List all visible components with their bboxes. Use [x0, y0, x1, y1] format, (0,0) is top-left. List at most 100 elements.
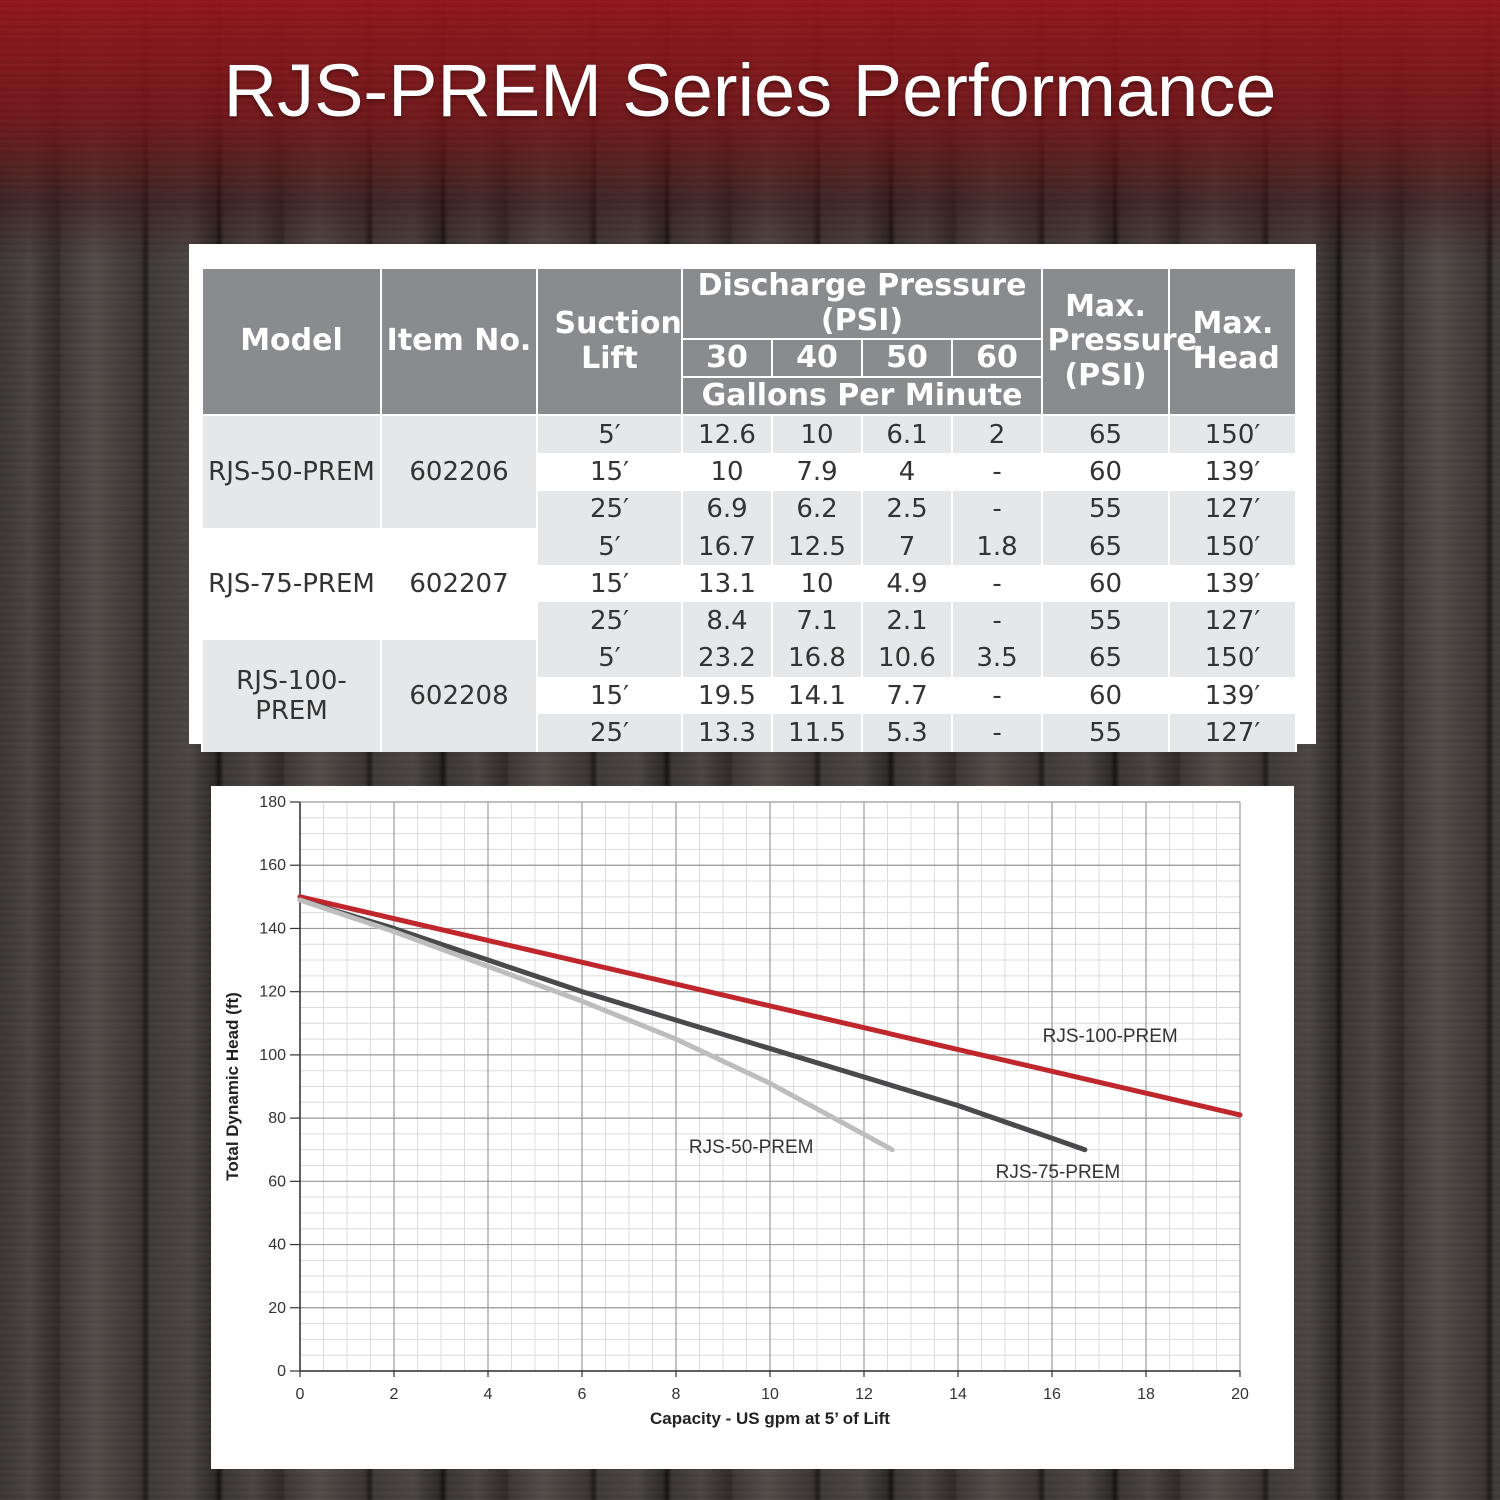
cell-max-head: 139′	[1168, 453, 1298, 491]
header-max-head: Max. Head	[1168, 267, 1298, 416]
series-label: RJS-50-PREM	[689, 1137, 814, 1158]
cell-p60: -	[950, 677, 1044, 715]
x-tick-label: 6	[578, 1386, 587, 1403]
cell-p60: -	[950, 565, 1044, 603]
cell-p30: 16.7	[681, 527, 773, 566]
x-tick-label: 4	[484, 1386, 493, 1403]
cell-p30: 12.6	[681, 415, 773, 454]
cell-lift: 15′	[536, 453, 683, 491]
model-cell: RJS-75-PREM	[201, 527, 382, 640]
cell-max-pressure: 65	[1041, 639, 1171, 678]
cell-max-head: 127′	[1168, 602, 1298, 640]
header-suction-lift-text: Suction Lift	[554, 306, 682, 376]
cell-p40: 7.1	[771, 602, 863, 640]
cell-p40: 7.9	[771, 453, 863, 491]
header-max-pressure: Max. Pressure (PSI)	[1041, 267, 1197, 416]
table-row: RJS-50-PREM 602206 5′ 12.6 10 6.1 2 65 150′	[201, 415, 1298, 528]
performance-table-card: Model Item No. Suction Lift Discharge Pr…	[189, 244, 1316, 752]
cell-p40: 6.2	[771, 490, 863, 528]
cell-max-head: 150′	[1168, 639, 1298, 678]
header-pressure-50: 50	[861, 338, 953, 378]
table-row: RJS-100-PREM 602208 5′ 23.2 16.8 10.6 3.5 65 150…	[201, 639, 1298, 752]
cell-lift: 5′	[536, 527, 683, 566]
cell-p30: 8.4	[681, 602, 773, 640]
y-tick-label: 120	[259, 984, 286, 1001]
y-tick-label: 180	[259, 794, 286, 811]
cell-p60: -	[950, 602, 1044, 640]
item-no-cell: 602208	[380, 639, 538, 752]
cell-p50: 7	[861, 527, 953, 566]
table-row: 25′ 8.4 7.1 2.1-55 127′	[202, 602, 1298, 640]
header-suction-lift: Suction Lift	[536, 267, 683, 416]
cell-lift: 15′	[536, 677, 683, 715]
header-max-head-text: Max. Head	[1192, 306, 1280, 376]
y-tick-label: 100	[259, 1047, 286, 1064]
cell-lift: 15′	[536, 565, 683, 603]
y-tick-label: 20	[268, 1300, 286, 1317]
item-no-cell: 602207	[380, 527, 538, 640]
cell-p30: 10	[681, 453, 773, 491]
cell-p50: 5.3	[861, 714, 953, 752]
cell-p50: 6.1	[861, 415, 953, 454]
cell-p60: 3.5	[950, 639, 1044, 678]
cell-lift: 25′	[536, 714, 683, 752]
cell-max-head: 127′	[1168, 490, 1298, 528]
header-item-no: Item No.	[380, 267, 538, 416]
table-row: 15′ 13.1 10 4.9-60 139′	[202, 565, 1298, 603]
cell-p50: 2.1	[861, 602, 953, 640]
cell-p40: 14.1	[771, 677, 863, 715]
cell-p30: 23.2	[681, 639, 773, 678]
page-title: RJS-PREM Series Performance	[223, 49, 1277, 132]
y-tick-label: 140	[259, 920, 286, 937]
series-line-rjs-75-prem	[297, 897, 1088, 1153]
x-tick-label: 16	[1043, 1386, 1061, 1403]
cell-p40: 11.5	[771, 714, 863, 752]
y-tick-label: 40	[268, 1237, 286, 1254]
cell-p40: 10	[771, 565, 863, 603]
table-row: 25′ 6.9 6.2 2.5-55 127′	[202, 490, 1298, 528]
cell-p60: 2	[950, 415, 1044, 454]
cell-max-head: 150′	[1168, 415, 1298, 454]
cell-lift: 5′	[536, 639, 683, 678]
cell-lift: 25′	[536, 490, 683, 528]
cell-lift: 5′	[536, 415, 683, 454]
series-label: RJS-75-PREM	[996, 1162, 1121, 1183]
series-line-rjs-100-prem	[297, 894, 1243, 1118]
header-pressure-40: 40	[771, 338, 863, 378]
cell-max-head: 150′	[1168, 527, 1298, 566]
table-row: RJS-75-PREM 602207 5′ 16.7 12.5 7 1.8 65 150′	[201, 527, 1298, 640]
x-tick-label: 12	[855, 1386, 873, 1403]
table-row: 15′ 19.5 14.1 7.7-60 139′	[202, 677, 1298, 715]
series-line-rjs-50-prem	[297, 897, 895, 1153]
x-tick-label: 20	[1231, 1386, 1249, 1403]
cell-max-head: 139′	[1168, 565, 1298, 603]
x-axis-label: Capacity - US gpm at 5’ of Lift	[650, 1409, 890, 1428]
cell-max-pressure: 60	[1041, 453, 1171, 491]
performance-table: Model Item No. Suction Lift Discharge Pr…	[201, 267, 1298, 752]
cell-p30: 13.3	[681, 714, 773, 752]
y-tick-label: 60	[268, 1173, 286, 1190]
cell-max-pressure: 65	[1041, 415, 1171, 454]
x-tick-label: 18	[1137, 1386, 1155, 1403]
cell-p30: 19.5	[681, 677, 773, 715]
x-tick-label: 0	[296, 1386, 305, 1403]
x-tick-label: 14	[949, 1386, 967, 1403]
cell-p40: 12.5	[771, 527, 863, 566]
header-discharge-pressure: Discharge Pressure (PSI)	[680, 267, 1044, 340]
cell-lift: 25′	[536, 602, 683, 640]
cell-p60: -	[950, 714, 1044, 752]
header-gpm: Gallons Per Minute	[680, 376, 1044, 416]
item-no-cell: 602206	[380, 415, 538, 528]
y-axis-label: Total Dynamic Head (ft)	[223, 992, 242, 1181]
cell-p30: 6.9	[681, 490, 773, 528]
cell-max-pressure: 65	[1041, 527, 1171, 566]
table-row: 15′ 10 7.9 4-60 139′	[202, 453, 1298, 491]
cell-max-pressure: 55	[1041, 602, 1171, 640]
x-tick-label: 8	[672, 1386, 681, 1403]
model-cell: RJS-50-PREM	[201, 415, 382, 528]
cell-p40: 10	[771, 415, 863, 454]
cell-p40: 16.8	[771, 639, 863, 678]
cell-p50: 2.5	[861, 490, 953, 528]
cell-max-pressure: 60	[1041, 565, 1171, 603]
cell-p50: 4	[861, 453, 953, 491]
